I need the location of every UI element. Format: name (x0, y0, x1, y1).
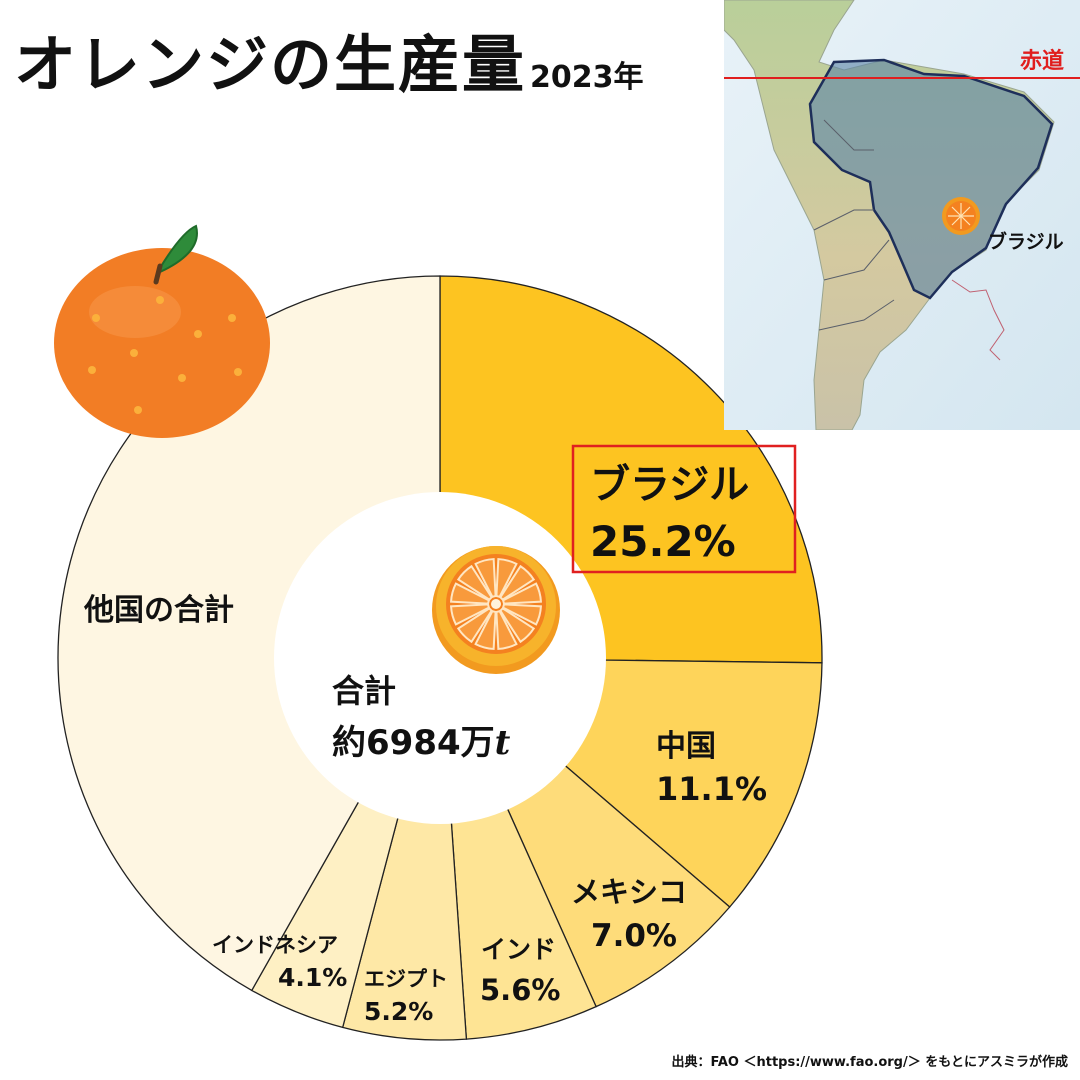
map-orange-marker-icon (942, 197, 980, 235)
slice-value-india: 5.6% (480, 973, 560, 1007)
equator-label: 赤道 (1020, 48, 1064, 74)
year-label: 2023年 (530, 60, 644, 95)
slice-label-egypt: エジプト (364, 967, 448, 991)
slice-label-indonesia: インドネシア (212, 933, 338, 957)
orange-segment (456, 564, 493, 601)
slice-value-china: 11.1% (656, 770, 767, 808)
orange-segment (499, 564, 536, 601)
orange-segment (499, 607, 536, 644)
falkland-islands (951, 279, 1005, 361)
pie-slice-7 (57, 275, 441, 992)
center-total-value: 約6984万t (332, 723, 511, 763)
center-total-label: 合計 (332, 672, 396, 710)
donut-hole (274, 492, 606, 824)
brazil-region (808, 58, 1054, 300)
orange-segment (450, 582, 491, 605)
orange-segment (456, 607, 493, 644)
orange-segment (474, 558, 497, 599)
slice-label-brazil: ブラジル (590, 462, 749, 508)
slice-label-india: インド (481, 935, 556, 964)
orange-segment (501, 582, 542, 605)
orange-slice-icon (432, 546, 560, 674)
orange-fruit-icon (54, 224, 270, 438)
orange-segment (495, 609, 518, 650)
south-america-map: 赤道 ブラジル (724, 0, 1080, 430)
page-title: オレンジの生産量 (14, 28, 527, 101)
orange-segment (501, 603, 542, 626)
slice-value-brazil: 25.2% (590, 517, 736, 566)
highlight-box (571, 444, 797, 574)
slice-label-others: 他国の合計 (83, 593, 234, 628)
slice-label-mexico: メキシコ (571, 875, 687, 909)
orange-segment (495, 558, 518, 599)
slice-value-mexico: 7.0% (591, 918, 677, 954)
map-country-label: ブラジル (988, 230, 1064, 253)
slice-value-egypt: 5.2% (364, 997, 433, 1026)
orange-segment (450, 603, 491, 626)
slice-value-indonesia: 4.1% (278, 963, 347, 992)
orange-segment (474, 609, 497, 650)
slice-label-china: 中国 (656, 729, 716, 764)
source-credit: 出典：FAO ＜https://www.fao.org/＞ をもとにアスミラが作… (671, 1055, 1068, 1070)
